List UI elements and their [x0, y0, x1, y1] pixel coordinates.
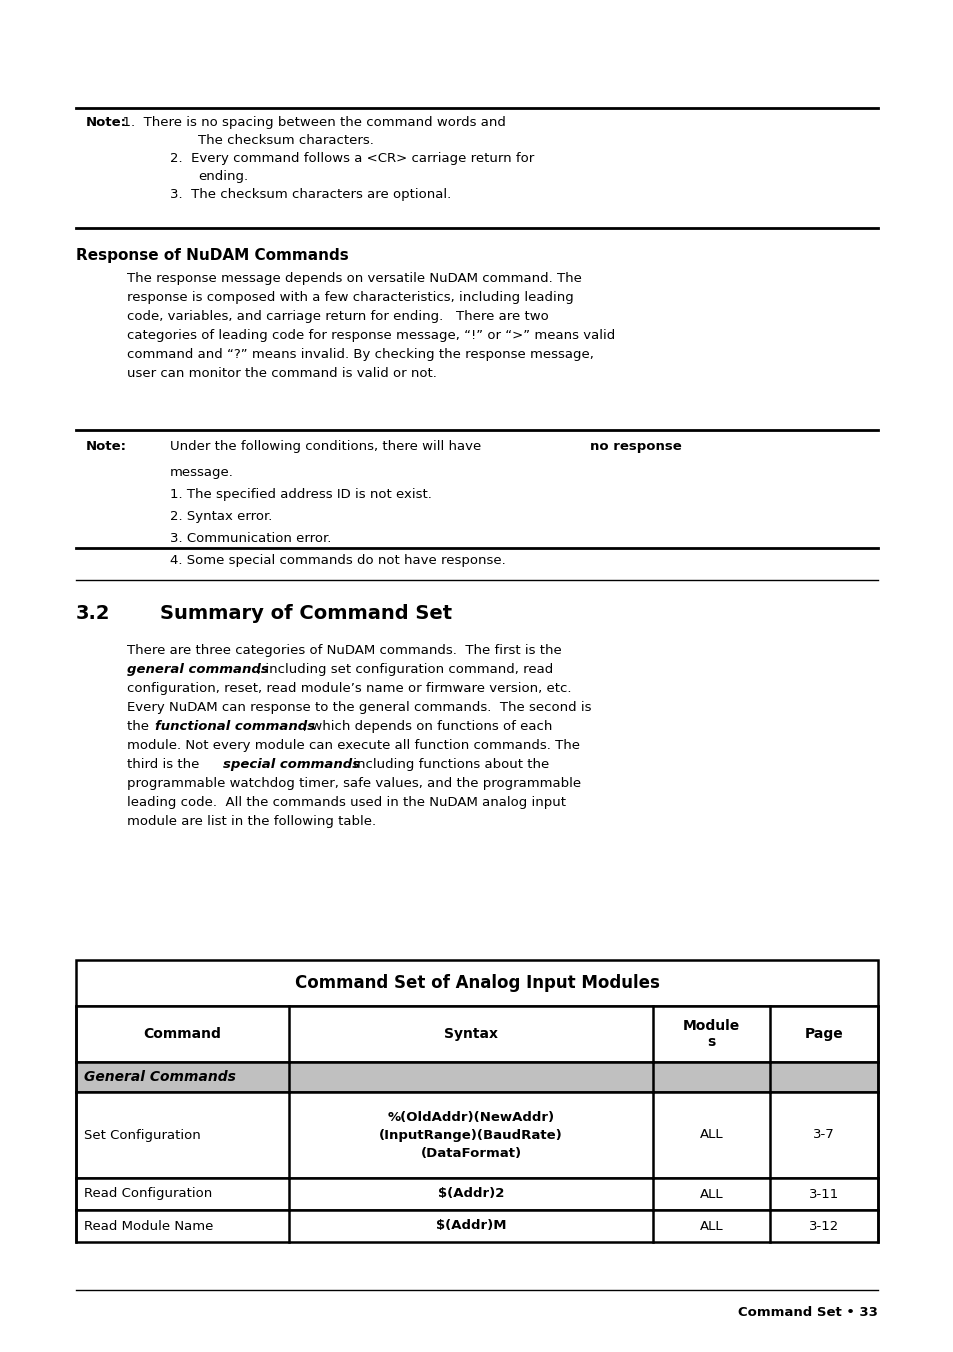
Text: command and “?” means invalid. By checking the response message,: command and “?” means invalid. By checki… [127, 347, 594, 361]
Text: response is composed with a few characteristics, including leading: response is composed with a few characte… [127, 291, 573, 304]
Text: message.: message. [170, 466, 233, 479]
Bar [76, 1006, 877, 1063]
Text: Read Configuration: Read Configuration [84, 1187, 212, 1201]
Text: Set Configuration: Set Configuration [84, 1129, 200, 1141]
Text: third is the: third is the [127, 758, 203, 771]
Text: 2. Syntax error.: 2. Syntax error. [170, 510, 273, 523]
Text: ALL: ALL [700, 1220, 722, 1233]
Text: Command Set of Analog Input Modules: Command Set of Analog Input Modules [294, 973, 659, 992]
Text: configuration, reset, read module’s name or firmware version, etc.: configuration, reset, read module’s name… [127, 681, 571, 695]
Text: 1.  There is no spacing between the command words and: 1. There is no spacing between the comma… [113, 116, 505, 128]
Text: 2.  Every command follows a <CR> carriage return for: 2. Every command follows a <CR> carriage… [170, 151, 534, 165]
Text: 4. Some special commands do not have response.: 4. Some special commands do not have res… [170, 554, 505, 566]
Text: no response: no response [589, 439, 681, 453]
Text: The response message depends on versatile NuDAM command. The: The response message depends on versatil… [127, 272, 581, 285]
Bar [76, 1092, 877, 1178]
Text: %(OldAddr)(NewAddr)
(InputRange)(BaudRate)
(DataFormat): %(OldAddr)(NewAddr) (InputRange)(BaudRat… [378, 1110, 562, 1160]
Text: $(Addr)M: $(Addr)M [436, 1220, 506, 1233]
Text: , which depends on functions of each: , which depends on functions of each [303, 721, 552, 733]
Text: Module
s: Module s [682, 1019, 740, 1049]
Text: $(Addr)2: $(Addr)2 [437, 1187, 503, 1201]
Text: 3-11: 3-11 [808, 1187, 838, 1201]
Text: , including set configuration command, read: , including set configuration command, r… [256, 662, 553, 676]
Text: ending.: ending. [198, 170, 248, 183]
Text: user can monitor the command is valid or not.: user can monitor the command is valid or… [127, 366, 436, 380]
Bar [76, 960, 877, 1006]
Text: module. Not every module can execute all function commands. The: module. Not every module can execute all… [127, 740, 579, 752]
Text: the: the [127, 721, 153, 733]
Text: 1. The specified address ID is not exist.: 1. The specified address ID is not exist… [170, 488, 432, 502]
Text: ALL: ALL [700, 1187, 722, 1201]
Text: 3.2: 3.2 [76, 604, 111, 623]
Text: categories of leading code for response message, “!” or “>” means valid: categories of leading code for response … [127, 329, 615, 342]
Text: 3. Communication error.: 3. Communication error. [170, 531, 331, 545]
Text: Response of NuDAM Commands: Response of NuDAM Commands [76, 247, 349, 264]
Text: ALL: ALL [700, 1129, 722, 1141]
Text: There are three categories of NuDAM commands.  The first is the: There are three categories of NuDAM comm… [127, 644, 561, 657]
Text: 3.  The checksum characters are optional.: 3. The checksum characters are optional. [170, 188, 451, 201]
Text: programmable watchdog timer, safe values, and the programmable: programmable watchdog timer, safe values… [127, 777, 580, 790]
Text: Page: Page [803, 1028, 842, 1041]
Text: 3-12: 3-12 [808, 1220, 838, 1233]
Text: general commands: general commands [127, 662, 269, 676]
Bar [76, 1210, 877, 1242]
Text: 3-7: 3-7 [812, 1129, 834, 1141]
Text: Note:: Note: [86, 439, 127, 453]
Text: Summary of Command Set: Summary of Command Set [160, 604, 452, 623]
Text: Command Set • 33: Command Set • 33 [738, 1306, 877, 1320]
Text: Command: Command [143, 1028, 221, 1041]
Text: including functions about the: including functions about the [349, 758, 549, 771]
Text: functional commands: functional commands [154, 721, 314, 733]
Text: Note:: Note: [86, 116, 127, 128]
Text: Syntax: Syntax [443, 1028, 497, 1041]
Bar [76, 1178, 877, 1210]
Text: Read Module Name: Read Module Name [84, 1220, 213, 1233]
Text: special commands: special commands [223, 758, 359, 771]
Text: leading code.  All the commands used in the NuDAM analog input: leading code. All the commands used in t… [127, 796, 565, 808]
Text: module are list in the following table.: module are list in the following table. [127, 815, 375, 827]
Text: The checksum characters.: The checksum characters. [198, 134, 374, 147]
Bar [76, 1063, 877, 1092]
Text: Under the following conditions, there will have: Under the following conditions, there wi… [170, 439, 485, 453]
Text: Every NuDAM can response to the general commands.  The second is: Every NuDAM can response to the general … [127, 700, 591, 714]
Text: code, variables, and carriage return for ending.   There are two: code, variables, and carriage return for… [127, 310, 548, 323]
Text: General Commands: General Commands [84, 1069, 235, 1084]
